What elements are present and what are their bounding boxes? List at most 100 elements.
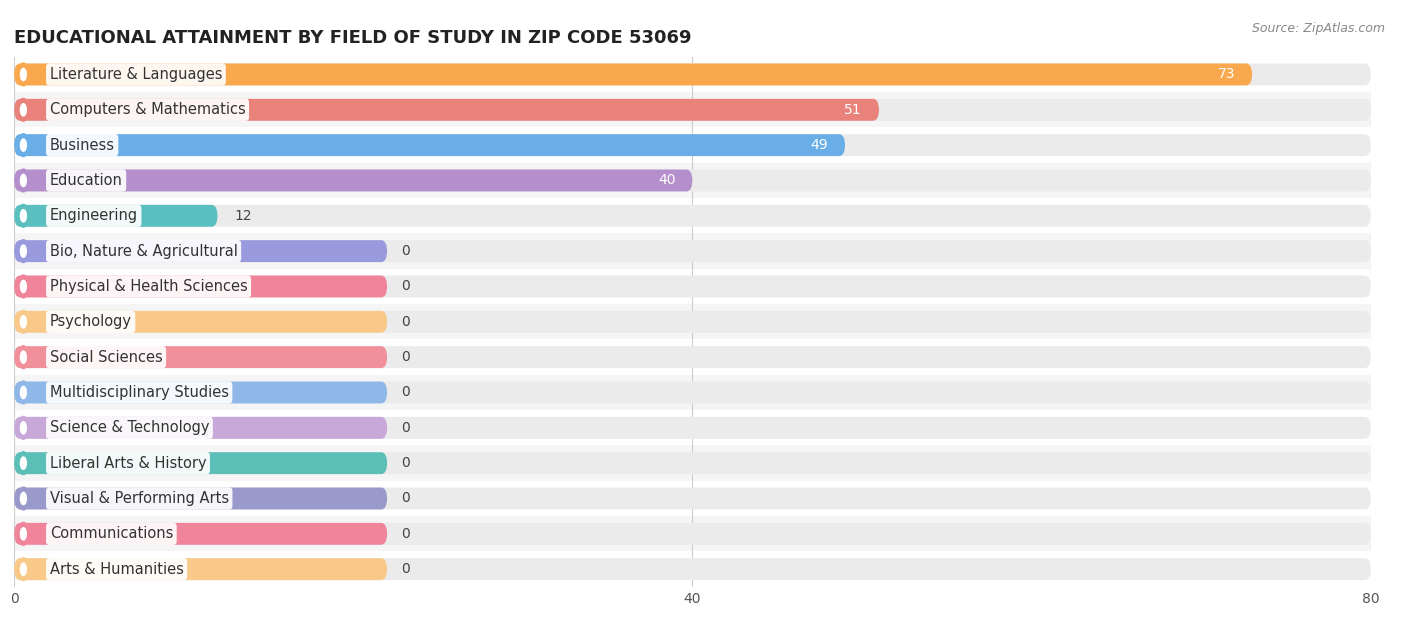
Circle shape xyxy=(21,492,27,505)
Circle shape xyxy=(21,316,27,328)
FancyBboxPatch shape xyxy=(14,276,1371,297)
Circle shape xyxy=(18,204,30,227)
Circle shape xyxy=(21,139,27,151)
Text: 49: 49 xyxy=(810,138,828,152)
Text: Liberal Arts & History: Liberal Arts & History xyxy=(49,456,207,471)
Circle shape xyxy=(21,68,27,81)
FancyBboxPatch shape xyxy=(14,276,387,297)
Circle shape xyxy=(21,386,27,399)
Text: Source: ZipAtlas.com: Source: ZipAtlas.com xyxy=(1251,22,1385,35)
Text: EDUCATIONAL ATTAINMENT BY FIELD OF STUDY IN ZIP CODE 53069: EDUCATIONAL ATTAINMENT BY FIELD OF STUDY… xyxy=(14,29,692,47)
Circle shape xyxy=(18,452,30,475)
FancyBboxPatch shape xyxy=(14,417,387,439)
Circle shape xyxy=(21,103,27,116)
Circle shape xyxy=(21,457,27,469)
Text: 40: 40 xyxy=(658,174,675,187)
Text: Science & Technology: Science & Technology xyxy=(49,420,209,435)
Circle shape xyxy=(18,63,30,86)
Circle shape xyxy=(21,422,27,434)
FancyBboxPatch shape xyxy=(14,488,387,509)
FancyBboxPatch shape xyxy=(14,99,879,121)
FancyBboxPatch shape xyxy=(14,99,1371,121)
Bar xyxy=(14,481,1371,516)
Bar xyxy=(14,445,1371,481)
FancyBboxPatch shape xyxy=(14,523,1371,545)
FancyBboxPatch shape xyxy=(14,382,1371,403)
FancyBboxPatch shape xyxy=(14,205,218,227)
Circle shape xyxy=(18,487,30,510)
Text: Physical & Health Sciences: Physical & Health Sciences xyxy=(49,279,247,294)
Circle shape xyxy=(18,522,30,545)
FancyBboxPatch shape xyxy=(14,523,387,545)
FancyBboxPatch shape xyxy=(14,452,387,474)
Circle shape xyxy=(21,245,27,257)
Bar xyxy=(14,551,1371,587)
Text: Computers & Mathematics: Computers & Mathematics xyxy=(49,102,246,117)
Circle shape xyxy=(18,134,30,156)
Text: Communications: Communications xyxy=(49,526,173,541)
Circle shape xyxy=(18,169,30,192)
Circle shape xyxy=(18,275,30,298)
Circle shape xyxy=(18,240,30,262)
FancyBboxPatch shape xyxy=(14,205,1371,227)
Circle shape xyxy=(18,346,30,369)
Bar xyxy=(14,375,1371,410)
Text: 0: 0 xyxy=(401,562,409,576)
Bar xyxy=(14,92,1371,127)
FancyBboxPatch shape xyxy=(14,170,1371,191)
Circle shape xyxy=(18,98,30,121)
FancyBboxPatch shape xyxy=(14,311,387,333)
Text: Education: Education xyxy=(49,173,122,188)
FancyBboxPatch shape xyxy=(14,64,1253,85)
Bar xyxy=(14,233,1371,269)
Text: 0: 0 xyxy=(401,527,409,541)
Bar xyxy=(14,516,1371,551)
Text: 0: 0 xyxy=(401,315,409,329)
Text: 0: 0 xyxy=(401,421,409,435)
Text: Bio, Nature & Agricultural: Bio, Nature & Agricultural xyxy=(49,244,238,259)
Text: Visual & Performing Arts: Visual & Performing Arts xyxy=(49,491,229,506)
Text: Literature & Languages: Literature & Languages xyxy=(49,67,222,82)
Circle shape xyxy=(18,310,30,333)
FancyBboxPatch shape xyxy=(14,382,387,403)
Text: 0: 0 xyxy=(401,350,409,364)
FancyBboxPatch shape xyxy=(14,240,1371,262)
Text: 12: 12 xyxy=(235,209,252,223)
Text: 0: 0 xyxy=(401,456,409,470)
FancyBboxPatch shape xyxy=(14,134,1371,156)
Text: 0: 0 xyxy=(401,244,409,258)
Text: Multidisciplinary Studies: Multidisciplinary Studies xyxy=(49,385,229,400)
Bar xyxy=(14,410,1371,445)
Circle shape xyxy=(21,209,27,222)
Circle shape xyxy=(21,174,27,187)
Circle shape xyxy=(21,528,27,540)
Text: 0: 0 xyxy=(401,492,409,505)
Bar xyxy=(14,269,1371,304)
Text: Engineering: Engineering xyxy=(49,208,138,223)
FancyBboxPatch shape xyxy=(14,417,1371,439)
Bar xyxy=(14,304,1371,339)
Text: 73: 73 xyxy=(1218,68,1236,81)
Bar xyxy=(14,163,1371,198)
FancyBboxPatch shape xyxy=(14,346,387,368)
Text: Arts & Humanities: Arts & Humanities xyxy=(49,562,184,577)
Circle shape xyxy=(18,381,30,404)
Bar xyxy=(14,57,1371,92)
Circle shape xyxy=(21,351,27,363)
Bar xyxy=(14,339,1371,375)
Text: 51: 51 xyxy=(845,103,862,117)
Text: Social Sciences: Social Sciences xyxy=(49,350,163,365)
FancyBboxPatch shape xyxy=(14,558,387,580)
Bar xyxy=(14,198,1371,233)
Circle shape xyxy=(21,563,27,575)
Circle shape xyxy=(21,280,27,293)
FancyBboxPatch shape xyxy=(14,346,1371,368)
Text: 0: 0 xyxy=(401,280,409,293)
FancyBboxPatch shape xyxy=(14,488,1371,509)
FancyBboxPatch shape xyxy=(14,170,692,191)
FancyBboxPatch shape xyxy=(14,134,845,156)
Text: Psychology: Psychology xyxy=(49,314,132,329)
Circle shape xyxy=(18,558,30,581)
FancyBboxPatch shape xyxy=(14,452,1371,474)
Bar xyxy=(14,127,1371,163)
